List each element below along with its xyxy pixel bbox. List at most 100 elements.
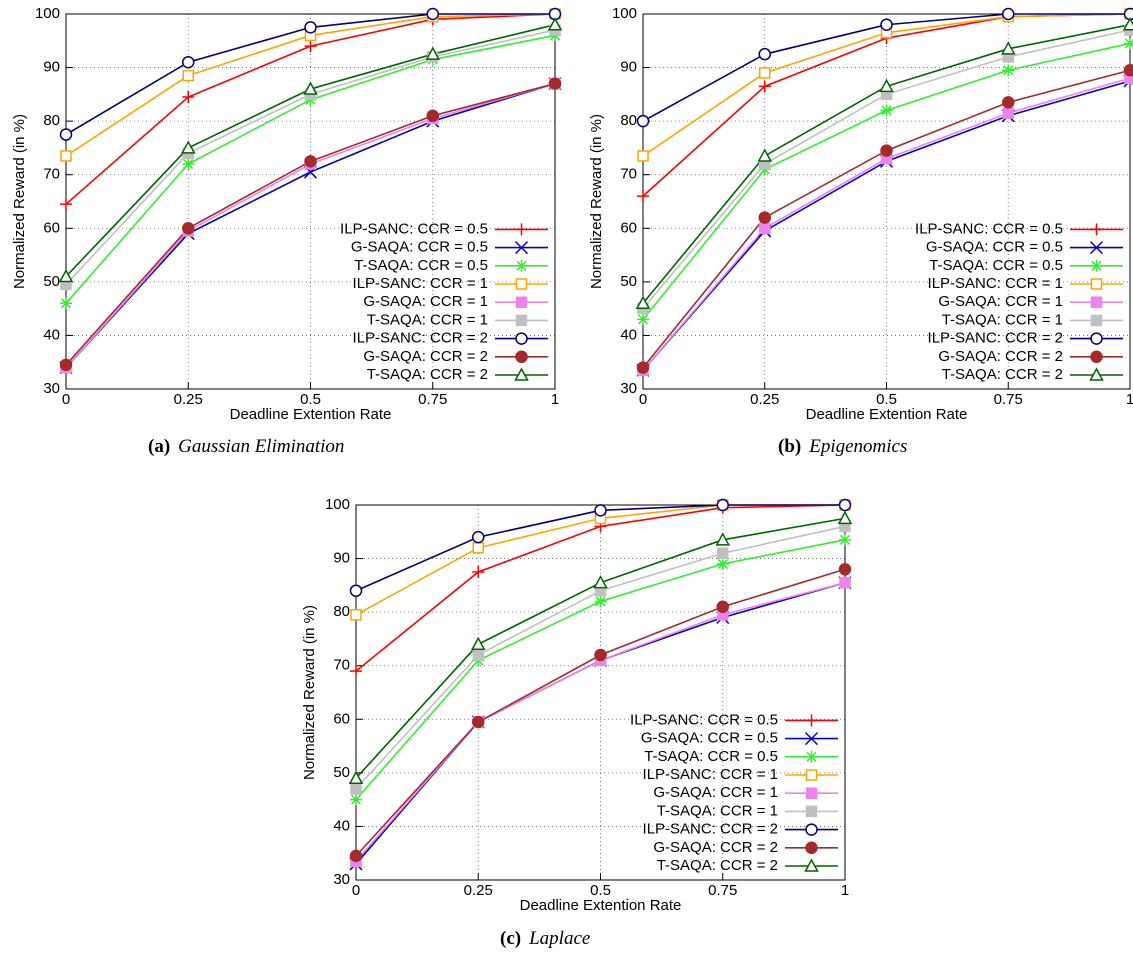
legend-label: ILP-SANC: CCR = 0.5 [915,220,1063,237]
y-tick-label: 70 [43,166,60,183]
marker [1002,7,1015,21]
x-tick-label: 0.75 [418,391,447,408]
x-tick-label: 1 [1126,391,1133,408]
marker [759,67,771,79]
caption-label: (c) [500,928,521,949]
marker [839,576,851,589]
legend-marker [805,769,818,781]
marker [349,584,363,597]
marker [472,715,485,729]
y-tick-label: 50 [333,764,350,781]
marker [59,128,73,141]
legend-marker [805,841,818,855]
marker [350,609,362,621]
marker [838,563,852,576]
legend-marker [515,314,528,327]
y-axis-label: Normalized Reward (in %) [588,114,605,289]
marker [182,69,194,82]
x-tick-label: 0.75 [708,882,737,899]
x-tick-label: 0.25 [174,391,203,408]
x-tick-label: 1 [551,391,559,408]
legend-label: T-SAQA: CCR = 1 [367,311,488,328]
y-tick-label: 40 [620,326,637,343]
x-tick-label: 1 [841,882,849,899]
marker [1123,7,1133,21]
x-tick-label: 0.5 [590,882,611,899]
caption-label: (a) [148,436,170,457]
marker [594,504,607,517]
marker [880,18,893,31]
marker [716,600,729,614]
legend-marker [515,278,528,290]
marker [348,770,364,784]
marker [304,40,317,53]
marker [426,109,439,123]
marker [594,648,607,662]
x-tick-label: 0.25 [750,391,779,408]
marker [717,547,729,559]
marker [1002,107,1014,119]
legend-label: ILP-SANC: CCR = 2 [353,330,488,347]
marker [60,297,72,310]
marker [839,533,851,546]
marker [636,361,650,374]
x-tick-label: 0 [352,882,360,899]
caption-label: (b) [778,436,801,457]
legend-label: T-SAQA: CCR = 2 [657,857,778,874]
legend-label: G-SAQA: CCR = 1 [653,784,778,801]
marker [1123,64,1133,77]
legend-label: G-SAQA: CCR = 0.5 [926,239,1063,256]
legend-marker [1090,223,1103,236]
legend-label: G-SAQA: CCR = 0.5 [641,730,778,747]
marker [426,7,439,21]
legend-label: ILP-SANC: CCR = 1 [928,275,1063,292]
y-tick-label: 60 [620,219,637,236]
y-tick-label: 80 [620,112,637,129]
legend-marker [1090,350,1103,364]
marker [1124,37,1133,50]
marker [182,91,195,104]
marker [880,144,893,157]
y-tick-label: 90 [333,550,350,567]
legend-label: ILP-SANC: CCR = 2 [928,330,1063,347]
marker [59,358,73,372]
y-axis-label: Normalized Reward (in %) [11,114,28,289]
marker [350,665,362,678]
y-tick-label: 60 [43,219,60,236]
legend-marker [805,823,818,836]
y-tick-label: 30 [333,871,350,888]
y-tick-label: 90 [620,59,637,76]
legend-marker [1089,367,1104,381]
y-tick-label: 100 [35,5,60,22]
y-tick-label: 50 [620,273,637,290]
legend-marker [1090,296,1103,308]
legend-marker [1090,278,1103,290]
marker [182,55,195,69]
x-tick-label: 0.25 [464,882,493,899]
marker [304,155,317,168]
caption: (a) Gaussian Elimination [148,436,344,457]
y-tick-label: 50 [43,273,60,290]
marker [716,557,729,570]
marker [758,47,771,61]
legend-marker [515,296,528,308]
legend-label: T-SAQA: CCR = 0.5 [644,748,778,765]
legend-marker [1090,314,1103,327]
legend-label: ILP-SANC: CCR = 0.5 [340,220,488,237]
marker [715,532,731,546]
x-tick-label: 0.5 [300,391,321,408]
legend-marker [514,367,529,381]
legend-label: G-SAQA: CCR = 2 [938,348,1063,365]
legend-label: T-SAQA: CCR = 0.5 [354,257,488,274]
marker [350,793,362,806]
marker [350,783,362,795]
marker [180,140,196,154]
marker [182,222,195,235]
caption: (b) Epigenomics [778,436,907,457]
legend-label: ILP-SANC: CCR = 1 [353,275,488,292]
x-tick-label: 0 [62,391,70,408]
marker [472,530,485,544]
marker [1002,96,1015,109]
legend-label: ILP-SANC: CCR = 0.5 [630,711,778,728]
